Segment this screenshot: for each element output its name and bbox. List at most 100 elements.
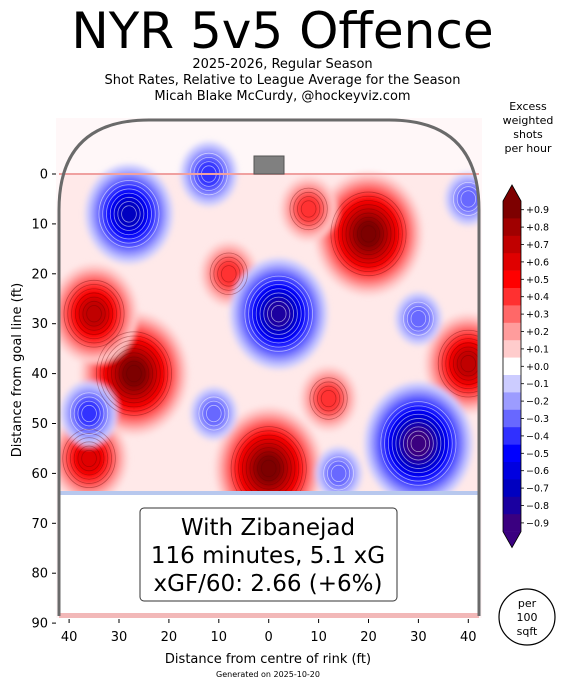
heatmap-contour [253, 451, 285, 486]
generated-date: Generated on 2025-10-20 [216, 670, 320, 679]
heatmap-blob [121, 359, 147, 389]
colorbar-tick-label: −0.1 [526, 379, 549, 390]
heatmap-layer [59, 142, 479, 616]
heatmap-contour [67, 284, 121, 344]
colorbar-segment [503, 514, 521, 532]
heatmap-blob [355, 219, 382, 249]
heatmap-contour [63, 279, 125, 348]
heatmap-contour [330, 191, 407, 277]
heatmap-contour [345, 208, 392, 260]
scale-note-line-1: per [518, 597, 537, 610]
heatmap-contour [69, 437, 109, 480]
heatmap-contour [441, 334, 479, 394]
heatmap-contour [353, 216, 384, 251]
heatmap-contour [406, 305, 430, 332]
heatmap-contour [106, 188, 152, 240]
heatmap-contour [326, 460, 351, 487]
y-axis-label: Distance from goal line (ft) [10, 283, 25, 457]
heatmap-contour [77, 400, 101, 427]
heatmap-contour [403, 426, 434, 461]
colorbar-outline [502, 184, 522, 549]
heatmap-blob [216, 259, 242, 289]
colorbar-tick-label: −0.2 [526, 397, 549, 408]
heatmap-contour [95, 331, 172, 416]
heatmap-contour [220, 265, 237, 283]
heatmap-contour [71, 288, 117, 340]
heatmap-contour [403, 301, 434, 336]
heatmap-contour [111, 348, 157, 400]
heatmap-contour [452, 346, 479, 381]
y-tick-label: 40 [31, 367, 48, 382]
heatmap-blob [116, 199, 142, 229]
chart-title: NYR 5v5 Offence [71, 2, 494, 60]
heatmap-contour [399, 422, 438, 465]
colorbar-tick-label: +0.4 [526, 292, 549, 303]
y-tick-label: 50 [31, 417, 48, 432]
heatmap-contour [445, 338, 479, 390]
colorbar-tick-label: +0.9 [526, 205, 549, 216]
x-tick-label: 10 [310, 630, 327, 645]
heatmap-contour [202, 400, 226, 427]
colorbar-segment [503, 409, 521, 428]
heatmap-contour [82, 300, 106, 327]
heatmap-blob [405, 304, 432, 334]
x-tick-label: 20 [360, 630, 377, 645]
colorbar-tick-label: +0.7 [526, 240, 549, 251]
scale-circle [498, 588, 556, 646]
heatmap-contour [114, 352, 154, 395]
heatmap-contour [410, 310, 427, 328]
heatmap-contour [456, 350, 479, 377]
colorbar-tick-label: +0.2 [526, 327, 549, 338]
heatmap-contour [452, 181, 479, 216]
colorbar-segment [503, 340, 521, 358]
colorbar-segment [503, 253, 521, 271]
heatmap-contour [360, 225, 377, 243]
heatmap-blob [455, 184, 479, 214]
colorbar-extend-bottom [503, 531, 521, 548]
heatmap-contour [257, 455, 281, 482]
x-tick-label: 30 [410, 630, 427, 645]
heatmap-contour [78, 296, 110, 331]
heatmap-contour [81, 404, 97, 423]
x-tick-label: 20 [161, 630, 178, 645]
heatmap-contour [86, 305, 102, 323]
scale-note-line-2: 100 [517, 611, 538, 624]
heatmap-contour [437, 329, 479, 398]
heatmap-contour [267, 300, 291, 327]
chart-subtitle-author: Micah Blake McCurdy, @hockeyviz.com [154, 89, 411, 104]
colorbar-tick-label: −0.3 [526, 414, 549, 425]
colorbar-segment [503, 496, 521, 515]
heatmap-contour [260, 459, 277, 478]
heatmap-contour [293, 191, 324, 226]
colorbar-title: Excess weighted shots per hour [502, 100, 554, 155]
colorbar-tick-label: +0.3 [526, 310, 549, 321]
colorbar-segment [503, 427, 521, 445]
heatmap-contour [206, 404, 222, 423]
colorbar-segment [503, 462, 521, 480]
heatmap-contour [102, 184, 156, 244]
heatmap-contour [330, 464, 347, 482]
colorbar-segment [503, 357, 521, 376]
heatmap-contour [456, 186, 479, 212]
heatmap-blob [315, 384, 342, 414]
heatmap-contour [126, 364, 142, 383]
heatmap-contour [338, 200, 399, 268]
colorbar-segment [503, 218, 521, 237]
x-axis: 40 30 20 10 0 10 20 30 40 [61, 619, 477, 645]
heatmap-contour [248, 279, 310, 348]
heatmap-contour [270, 305, 287, 323]
heatmap-contour [109, 192, 149, 236]
heatmap-contour [289, 187, 328, 231]
x-tick-label: 30 [111, 630, 128, 645]
heatmap-contour [410, 434, 427, 453]
y-tick-label: 60 [31, 467, 48, 482]
heatmap-blob [76, 443, 102, 473]
y-tick-label: 90 [31, 617, 48, 632]
colorbar-extend-top [503, 185, 521, 201]
heatmap-contour [341, 204, 396, 264]
colorbar-segment [503, 305, 521, 324]
colorbar-tick-label: −0.4 [526, 431, 549, 442]
colorbar-segment [503, 444, 521, 463]
heatmap-contour [77, 445, 101, 472]
